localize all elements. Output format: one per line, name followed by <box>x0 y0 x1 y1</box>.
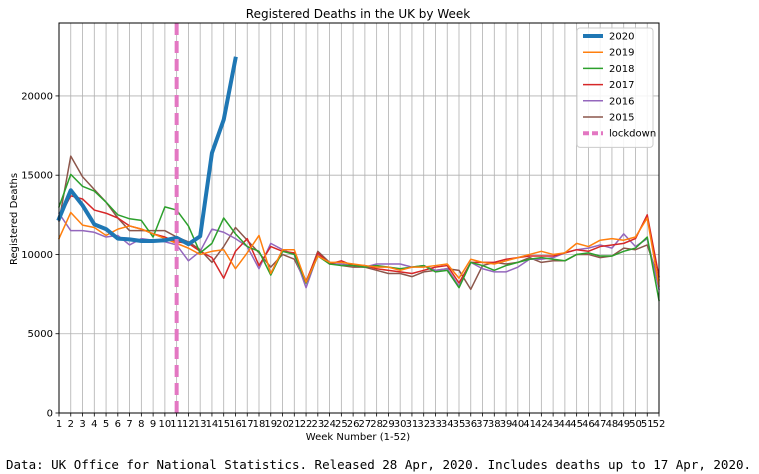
series-line-2015 <box>58 155 660 291</box>
x-tick-label: 52 <box>653 419 666 430</box>
y-axis-ticks: 0 5000 10000 15000 20000 <box>21 91 59 420</box>
legend-label-2015: 2015 <box>609 113 634 124</box>
x-tick-label: 23 <box>311 419 324 430</box>
series-layer <box>56 56 660 302</box>
x-tick-label: 24 <box>323 419 336 430</box>
x-tick-label: 50 <box>629 419 642 430</box>
x-tick-label: 48 <box>606 419 619 430</box>
x-tick-label: 49 <box>617 419 630 430</box>
axes <box>58 22 660 414</box>
x-tick-label: 21 <box>288 419 301 430</box>
x-tick-label: 16 <box>229 419 242 430</box>
x-tick-label: 42 <box>535 419 548 430</box>
x-tick-label: 29 <box>382 419 395 430</box>
x-tick-label: 2 <box>68 419 74 430</box>
x-tick-label: 45 <box>570 419 583 430</box>
x-tick-label: 15 <box>217 419 230 430</box>
grid <box>58 23 660 414</box>
x-axis-ticks: 1 2 3 4 5 6 7 8 9 10 11 12 13 14 15 16 17 18 19 20 21 22 23 24 2… <box>56 413 666 430</box>
x-tick-label: 17 <box>241 419 254 430</box>
y-tick-label: 0 <box>47 409 53 420</box>
legend-label-2020: 2020 <box>609 32 634 43</box>
x-tick-label: 37 <box>476 419 489 430</box>
x-tick-label: 9 <box>150 419 156 430</box>
y-axis-label: Registered Deaths <box>9 173 20 265</box>
x-tick-label: 18 <box>253 419 266 430</box>
x-tick-label: 7 <box>126 419 132 430</box>
x-tick-label: 33 <box>429 419 442 430</box>
x-tick-label: 44 <box>559 419 572 430</box>
x-tick-label: 26 <box>347 419 360 430</box>
series-line-2020 <box>56 56 238 247</box>
legend-label-2019: 2019 <box>609 48 634 59</box>
x-tick-label: 31 <box>406 419 419 430</box>
x-tick-label: 38 <box>488 419 501 430</box>
x-tick-label: 36 <box>464 419 477 430</box>
x-tick-label: 12 <box>182 419 195 430</box>
x-tick-label: 19 <box>264 419 277 430</box>
x-tick-label: 25 <box>335 419 348 430</box>
x-axis-label: Week Number (1-52) <box>306 432 411 443</box>
y-tick-label: 20000 <box>21 91 53 102</box>
x-tick-label: 43 <box>547 419 560 430</box>
y-tick-label: 5000 <box>28 329 53 340</box>
x-tick-label: 20 <box>276 419 289 430</box>
x-tick-label: 39 <box>500 419 513 430</box>
x-tick-label: 35 <box>453 419 466 430</box>
x-tick-label: 47 <box>594 419 607 430</box>
legend-label-lockdown: lockdown <box>609 129 656 140</box>
y-tick-label: 15000 <box>21 171 53 182</box>
plot-area <box>59 23 659 413</box>
chart-title: Registered Deaths in the UK by Week <box>246 7 471 21</box>
x-tick-label: 46 <box>582 419 595 430</box>
x-tick-label: 6 <box>115 419 121 430</box>
x-tick-label: 13 <box>194 419 207 430</box>
x-tick-label: 14 <box>206 419 219 430</box>
axes-frame <box>58 22 660 414</box>
x-tick-label: 8 <box>138 419 144 430</box>
legend: 2020 2019 2018 2017 2016 2015 lockdown <box>576 27 656 148</box>
x-tick-label: 51 <box>641 419 654 430</box>
x-tick-label: 41 <box>523 419 536 430</box>
x-tick-label: 32 <box>417 419 430 430</box>
x-tick-label: 40 <box>511 419 524 430</box>
x-tick-label: 22 <box>300 419 313 430</box>
x-tick-label: 10 <box>159 419 172 430</box>
x-tick-label: 1 <box>56 419 62 430</box>
plot-background <box>59 23 659 413</box>
series-line-2018 <box>58 173 660 302</box>
legend-label-2018: 2018 <box>609 64 634 75</box>
legend-label-2016: 2016 <box>609 96 634 107</box>
x-tick-label: 5 <box>103 419 109 430</box>
x-tick-label: 28 <box>370 419 383 430</box>
x-tick-label: 4 <box>91 419 97 430</box>
legend-label-2017: 2017 <box>609 80 634 91</box>
data-source-caption: Data: UK Office for National Statistics.… <box>6 457 752 472</box>
x-tick-label: 27 <box>359 419 372 430</box>
x-tick-label: 34 <box>441 419 454 430</box>
x-tick-label: 30 <box>394 419 407 430</box>
x-tick-label: 3 <box>79 419 85 430</box>
x-tick-label: 11 <box>170 419 183 430</box>
series-line-2019 <box>58 211 660 288</box>
y-tick-label: 10000 <box>21 250 53 261</box>
